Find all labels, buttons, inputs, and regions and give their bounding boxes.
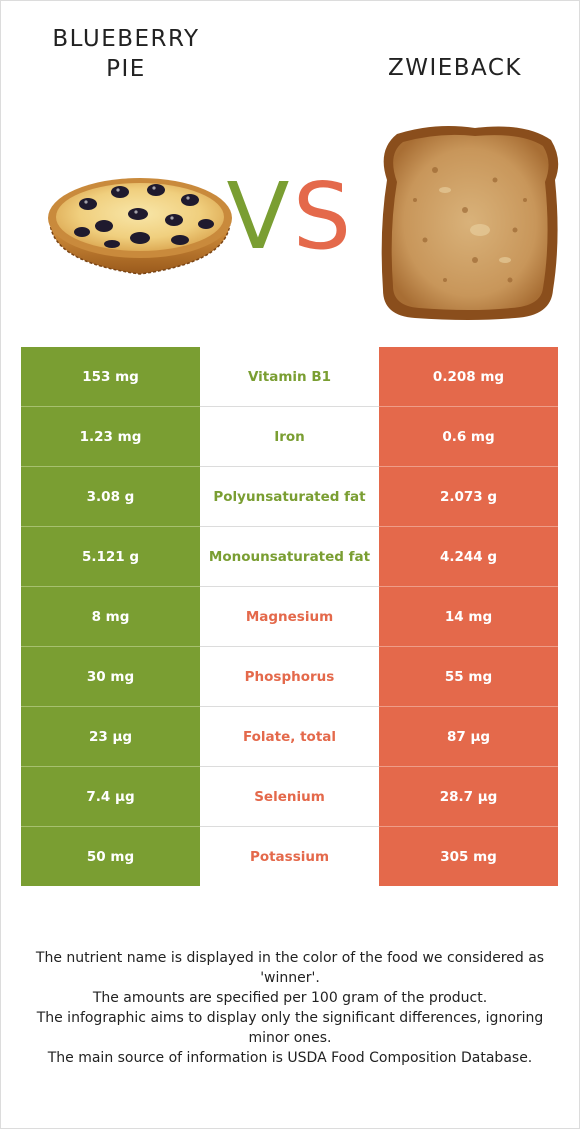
- footnote-source: The main source of information is USDA F…: [47, 1050, 533, 1066]
- vs-label: V S: [227, 163, 352, 270]
- row-divider-segment: [200, 406, 379, 407]
- row-divider-segment: [21, 406, 200, 407]
- row-divider: [21, 406, 558, 407]
- table-row: 50 mg Potassium 305 mg: [21, 827, 558, 887]
- row-divider-segment: [379, 826, 558, 827]
- right-food-value: 28.7 µg: [379, 767, 558, 826]
- row-divider-segment: [21, 706, 200, 707]
- nutrient-name: Potassium: [200, 827, 379, 886]
- row-divider-segment: [200, 766, 379, 767]
- left-food-value: 50 mg: [21, 827, 200, 886]
- row-divider-segment: [379, 706, 558, 707]
- nutrient-comparison-table: 153 mg Vitamin B1 0.208 mg 1.23 mg Iron 0.6 m…: [21, 347, 558, 887]
- nutrient-name: Vitamin B1: [200, 347, 379, 406]
- row-divider: [21, 826, 558, 827]
- table-row: 1.23 mg Iron 0.6 mg: [21, 407, 558, 467]
- right-food-value: 2.073 g: [379, 467, 558, 526]
- row-divider: [21, 646, 558, 647]
- row-divider: [21, 766, 558, 767]
- left-food-value: 1.23 mg: [21, 407, 200, 466]
- footnote-aim: The infographic aims to display only the…: [36, 1010, 544, 1046]
- right-food-value: 87 µg: [379, 707, 558, 766]
- vs-s-letter: S: [293, 163, 351, 270]
- row-divider-segment: [200, 706, 379, 707]
- right-food-value: 14 mg: [379, 587, 558, 646]
- left-food-value: 153 mg: [21, 347, 200, 406]
- left-food-value: 3.08 g: [21, 467, 200, 526]
- table-row: 7.4 µg Selenium 28.7 µg: [21, 767, 558, 827]
- footnote-winner: The nutrient name is displayed in the co…: [35, 950, 545, 986]
- blueberry-pie-image: [48, 178, 232, 275]
- left-food-title: BLUEBERRY PIE: [52, 26, 200, 82]
- row-divider-segment: [21, 586, 200, 587]
- vs-v-letter: V: [227, 163, 290, 270]
- right-food-value: 4.244 g: [379, 527, 558, 586]
- row-divider-segment: [21, 466, 200, 467]
- left-food-value: 30 mg: [21, 647, 200, 706]
- footnotes: The nutrient name is displayed in the co…: [30, 948, 550, 1068]
- table-row: 23 µg Folate, total 87 µg: [21, 707, 558, 767]
- right-food-value: 0.208 mg: [379, 347, 558, 406]
- row-divider-segment: [379, 526, 558, 527]
- right-food-value: 55 mg: [379, 647, 558, 706]
- right-food-value: 0.6 mg: [379, 407, 558, 466]
- nutrient-name: Selenium: [200, 767, 379, 826]
- row-divider-segment: [200, 586, 379, 587]
- zwieback-image: [381, 126, 559, 320]
- row-divider: [21, 466, 558, 467]
- nutrient-name: Magnesium: [200, 587, 379, 646]
- row-divider-segment: [21, 646, 200, 647]
- row-divider-segment: [379, 766, 558, 767]
- nutrient-name: Folate, total: [200, 707, 379, 766]
- row-divider-segment: [200, 466, 379, 467]
- left-food-value: 23 µg: [21, 707, 200, 766]
- left-food-value: 7.4 µg: [21, 767, 200, 826]
- row-divider-segment: [379, 586, 558, 587]
- footnote-amounts: The amounts are specified per 100 gram o…: [92, 990, 488, 1006]
- left-food-value: 8 mg: [21, 587, 200, 646]
- row-divider-segment: [21, 766, 200, 767]
- table-row: 5.121 g Monounsaturated fat 4.244 g: [21, 527, 558, 587]
- row-divider-segment: [379, 466, 558, 467]
- table-row: 3.08 g Polyunsaturated fat 2.073 g: [21, 467, 558, 527]
- left-food-value: 5.121 g: [21, 527, 200, 586]
- row-divider-segment: [379, 646, 558, 647]
- nutrient-name: Iron: [200, 407, 379, 466]
- table-row: 153 mg Vitamin B1 0.208 mg: [21, 347, 558, 407]
- nutrient-name: Monounsaturated fat: [200, 527, 379, 586]
- right-food-value: 305 mg: [379, 827, 558, 886]
- table-row: 8 mg Magnesium 14 mg: [21, 587, 558, 647]
- row-divider-segment: [21, 826, 200, 827]
- table-row: 30 mg Phosphorus 55 mg: [21, 647, 558, 707]
- nutrient-name: Polyunsaturated fat: [200, 467, 379, 526]
- row-divider-segment: [200, 826, 379, 827]
- right-food-title: ZWIEBACK: [387, 55, 523, 81]
- nutrient-name: Phosphorus: [200, 647, 379, 706]
- row-divider-segment: [200, 526, 379, 527]
- row-divider-segment: [21, 526, 200, 527]
- row-divider: [21, 586, 558, 587]
- row-divider: [21, 706, 558, 707]
- row-divider: [21, 526, 558, 527]
- row-divider-segment: [379, 406, 558, 407]
- row-divider-segment: [200, 646, 379, 647]
